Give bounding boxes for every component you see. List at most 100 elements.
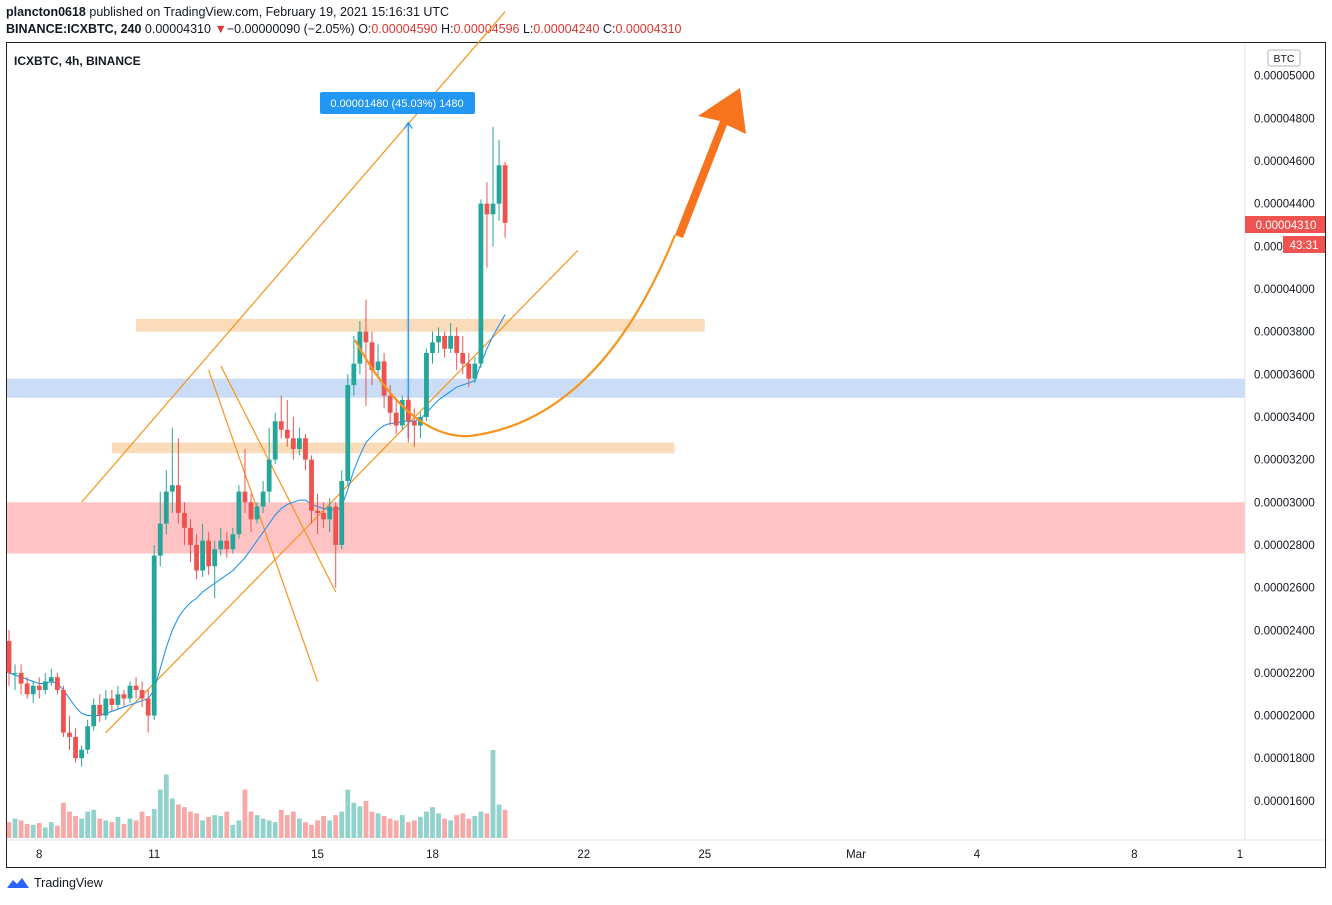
candle-body	[472, 363, 478, 379]
volume-bar	[478, 811, 484, 838]
price-tick-label: 0.00002000	[1254, 711, 1315, 723]
candle-body	[266, 459, 272, 492]
volume-bar	[206, 816, 212, 838]
volume-bar	[157, 789, 163, 838]
volume-bar	[278, 809, 284, 838]
time-tick-label: 11	[148, 849, 160, 861]
currency-badge: BTC	[1274, 53, 1295, 65]
up-arrow-icon	[675, 88, 746, 238]
author-name[interactable]: plancton0618	[6, 5, 86, 19]
candle-body	[284, 429, 290, 439]
candle-body	[339, 480, 345, 545]
volume-bar	[399, 815, 405, 838]
candle-body	[12, 672, 18, 674]
candle-body	[321, 512, 326, 520]
footer-brand[interactable]: TradingView	[34, 876, 103, 890]
candle-body	[115, 694, 121, 705]
volume-bar	[212, 815, 218, 838]
time-tick-label: 1	[1237, 849, 1243, 861]
volume-bar	[218, 816, 224, 838]
volume-bar	[430, 807, 435, 838]
measure-label: 0.00001480 (45.03%) 1480	[330, 98, 463, 110]
zone-support-orange	[111, 442, 675, 454]
volume-bar	[454, 815, 460, 838]
volume-bar	[61, 802, 66, 838]
volume-bar	[345, 789, 351, 838]
zone-support-red	[7, 502, 1245, 554]
volume-bar	[85, 811, 91, 838]
currency-badge-group: BTC	[1267, 49, 1301, 67]
last-price: 0.00004310	[144, 22, 211, 36]
volume-bar	[194, 813, 199, 838]
close-label: C:	[602, 22, 616, 36]
candle-body	[381, 361, 387, 396]
volume-bar	[24, 823, 30, 838]
volume-bar	[272, 822, 278, 838]
volume-bar	[266, 820, 272, 838]
chart-frame	[6, 42, 1326, 868]
candle-body	[97, 704, 103, 716]
volume-bar	[496, 804, 502, 838]
price-axis	[7, 43, 1325, 841]
candle-body	[6, 640, 12, 673]
volume-layer	[6, 750, 508, 838]
zone-resistance-upper	[136, 318, 705, 332]
countdown-label: 43:31	[1290, 240, 1319, 252]
last-price-marker: 0.00004310 43:31	[1245, 216, 1325, 253]
candles-layer	[6, 126, 508, 767]
volume-bar	[224, 811, 230, 838]
volume-bar	[315, 820, 320, 838]
volume-bar	[411, 820, 417, 838]
candle-body	[36, 685, 42, 690]
open-label: O:	[358, 22, 372, 36]
volume-bar	[381, 816, 387, 838]
volume-bar	[460, 813, 466, 838]
currency-badge-box[interactable]	[1267, 49, 1301, 67]
volume-bar	[145, 816, 151, 838]
volume-bar	[254, 815, 260, 838]
volume-bar	[79, 818, 84, 838]
candle-body	[224, 540, 230, 550]
price-tick-label: 0.00002800	[1254, 540, 1315, 552]
candle-body	[151, 555, 157, 716]
candle-body	[242, 491, 248, 503]
measure-arrow-icon	[403, 121, 413, 129]
candle-body	[133, 685, 139, 690]
price-tick-label: 0.00004000	[1254, 284, 1315, 296]
candle-body	[176, 485, 181, 513]
symbol-full: BINANCE:ICXBTC, 240	[6, 22, 142, 36]
volume-bar	[55, 825, 60, 838]
price-tick-label: 0.00002400	[1254, 625, 1315, 637]
change-arrow-icon: ▼	[214, 22, 227, 36]
candle-body	[182, 512, 187, 528]
candle-body	[212, 549, 218, 567]
volume-bar	[236, 820, 242, 838]
volume-bar	[36, 823, 42, 838]
volume-bar	[12, 818, 18, 838]
candle-body	[303, 438, 308, 460]
candle-body	[55, 677, 60, 690]
volume-bar	[284, 815, 290, 838]
candle-body	[61, 689, 66, 733]
candle-body	[460, 352, 466, 364]
price-tick-label: 0.00004800	[1254, 113, 1315, 125]
candle-body	[363, 331, 369, 343]
candle-body	[236, 491, 242, 535]
candle-body	[490, 203, 496, 215]
candle-body	[145, 698, 151, 716]
candle-body	[30, 685, 36, 695]
time-tick-label: Mar	[846, 849, 866, 861]
volume-bar	[230, 824, 236, 838]
volume-bar	[18, 820, 24, 838]
time-tick-label: 22	[577, 849, 590, 861]
volume-bar	[375, 813, 381, 838]
candle-body	[260, 491, 266, 507]
candle-body	[79, 749, 84, 759]
volume-bar	[309, 824, 314, 838]
volume-bar	[466, 818, 472, 838]
candle-body	[448, 335, 454, 349]
volume-bar	[502, 809, 508, 838]
candle-body	[309, 459, 314, 511]
measure-label-box	[320, 92, 475, 114]
